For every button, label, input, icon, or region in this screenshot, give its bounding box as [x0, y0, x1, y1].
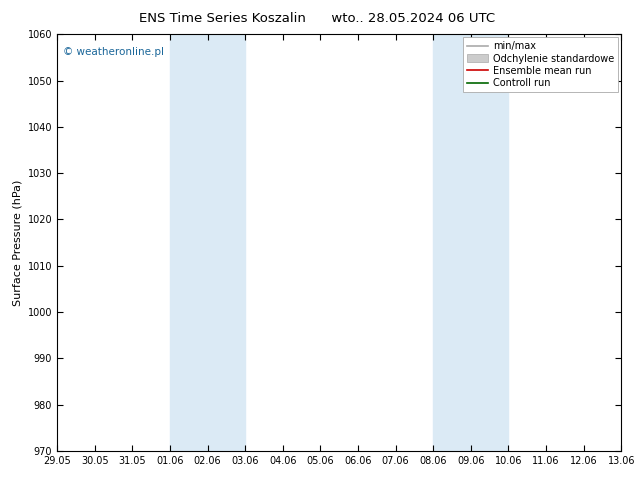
Y-axis label: Surface Pressure (hPa): Surface Pressure (hPa): [12, 179, 22, 306]
Text: ENS Time Series Koszalin      wto.. 28.05.2024 06 UTC: ENS Time Series Koszalin wto.. 28.05.202…: [139, 12, 495, 25]
Bar: [170, 34, 245, 451]
Text: © weatheronline.pl: © weatheronline.pl: [63, 47, 164, 57]
Bar: [433, 34, 508, 451]
Legend: min/max, Odchylenie standardowe, Ensemble mean run, Controll run: min/max, Odchylenie standardowe, Ensembl…: [463, 37, 618, 92]
